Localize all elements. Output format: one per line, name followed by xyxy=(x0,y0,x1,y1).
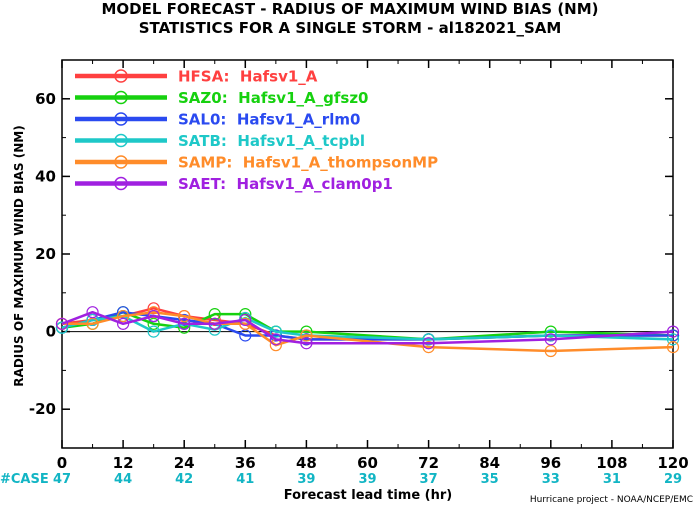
series-point xyxy=(666,325,680,338)
series-point xyxy=(208,308,221,321)
series-point xyxy=(178,313,191,327)
series-point xyxy=(544,329,557,342)
x-tick-label: 48 xyxy=(296,454,317,472)
case-count-label: 37 xyxy=(420,472,438,487)
legend-swatch-marker xyxy=(114,90,128,105)
case-count-label: 44 xyxy=(114,472,132,487)
series-point xyxy=(544,325,557,338)
chart-subtitle: STATISTICS FOR A SINGLE STORM - al182021… xyxy=(139,19,562,37)
series-point xyxy=(116,309,130,323)
legend-swatch-marker xyxy=(114,155,128,169)
series-point xyxy=(147,302,160,315)
case-row-label: #CASE xyxy=(0,472,49,487)
series-point xyxy=(147,317,160,330)
x-tick-label: 36 xyxy=(235,454,256,472)
series-point xyxy=(86,313,99,327)
legend-label: SATB: Hafsv1_A_tcpbl xyxy=(178,132,365,150)
x-tick-label: 84 xyxy=(479,454,500,472)
series-point xyxy=(147,309,160,323)
y-tick-label: 0 xyxy=(46,323,56,341)
legend-label: SAZ0: Hafsv1_A_gfsz0 xyxy=(178,89,368,107)
legend-label: SAL0: Hafsv1_A_rlm0 xyxy=(178,111,360,129)
series-point xyxy=(422,337,435,350)
series-point xyxy=(422,341,435,354)
credit-text: Hurricane project - NOAA/NCEP/EMC xyxy=(530,495,693,505)
series-point xyxy=(300,325,313,338)
x-tick-label: 108 xyxy=(596,454,627,472)
series-point xyxy=(300,329,313,342)
series-point xyxy=(55,317,69,330)
series-point xyxy=(666,329,680,342)
series-point xyxy=(269,333,282,346)
series-point xyxy=(208,317,221,330)
y-axis-label: RADIUS OF MAXIMUM WIND BIAS (NM) xyxy=(12,125,26,386)
case-count-label: 41 xyxy=(236,472,254,487)
legend-swatch-marker xyxy=(114,112,128,126)
series-point xyxy=(147,325,160,338)
series-point xyxy=(86,306,99,319)
x-axis-label: Forecast lead time (hr) xyxy=(284,488,452,503)
series-point xyxy=(86,317,99,330)
legend-swatch-marker xyxy=(114,133,128,148)
x-tick-label: 0 xyxy=(57,454,67,472)
x-tick-label: 120 xyxy=(657,454,688,472)
series-point xyxy=(666,341,680,354)
series-point xyxy=(269,325,282,338)
x-tick-label: 24 xyxy=(174,454,195,472)
series-point xyxy=(544,344,557,358)
legend-label: HFSA: Hafsv1_A xyxy=(178,68,318,86)
case-count-label: 29 xyxy=(664,472,682,487)
case-count-label: 31 xyxy=(603,472,621,487)
case-count-label: 47 xyxy=(53,472,71,487)
plot-area: 60 40 20 0 -20 0 12 24 36 48 60 72 84 96 108 120 47 44 42 4… xyxy=(29,59,689,487)
legend-swatch-marker xyxy=(114,176,128,191)
series-point xyxy=(300,333,313,346)
x-tick-label: 96 xyxy=(540,454,561,472)
series-point xyxy=(239,329,252,342)
legend-label: SAMP: Hafsv1_A_thompsonMP xyxy=(178,154,438,172)
y-tick-label: -20 xyxy=(29,400,56,418)
y-tick-label: 40 xyxy=(35,167,56,185)
case-count-label: 35 xyxy=(481,472,499,487)
chart-title: MODEL FORECAST - RADIUS OF MAXIMUM WIND … xyxy=(101,0,598,18)
case-count-label: 33 xyxy=(542,472,560,487)
x-tick-label: 12 xyxy=(113,454,134,472)
case-count-label: 42 xyxy=(175,472,193,487)
x-tick-label: 72 xyxy=(418,454,439,472)
series-point xyxy=(55,321,69,334)
series-point xyxy=(178,309,191,323)
y-tick-label: 20 xyxy=(35,245,56,263)
series-point xyxy=(116,317,130,330)
case-count-label: 39 xyxy=(358,472,376,487)
series-point xyxy=(239,313,252,327)
series-point xyxy=(178,321,191,334)
x-tick-label: 60 xyxy=(357,454,378,472)
legend-swatch-marker xyxy=(114,69,128,83)
legend: HFSA: Hafsv1_A SAZ0: Hafsv1_A_gfsz0 SAL0: … xyxy=(75,68,438,193)
series-point xyxy=(300,337,313,350)
series-point xyxy=(147,306,160,319)
y-tick-label: 60 xyxy=(35,90,56,108)
series-point xyxy=(178,317,191,330)
series-point xyxy=(544,333,557,346)
legend-label: SAET: Hafsv1_A_clam0p1 xyxy=(178,175,393,193)
series-point xyxy=(422,333,435,346)
case-count-label: 39 xyxy=(297,472,315,487)
series-point xyxy=(116,306,130,319)
series-point xyxy=(666,333,680,346)
